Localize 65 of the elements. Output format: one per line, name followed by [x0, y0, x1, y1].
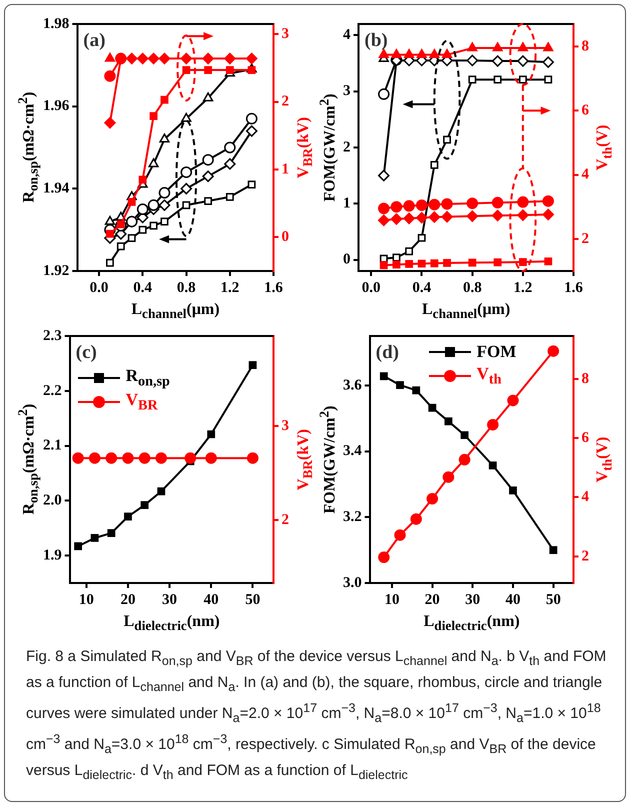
x-tick-label: 50	[245, 592, 260, 608]
y-tick-label: 0	[343, 252, 350, 268]
y-tick-label: 1.94	[43, 180, 70, 197]
y-tick-label: 3.2	[343, 509, 362, 526]
x-tick-label: 0.4	[133, 280, 153, 296]
y-tick-label: 1	[343, 196, 350, 212]
x-tick-label: 50	[546, 592, 561, 608]
x-tick-label: 10	[384, 592, 400, 608]
y-tick-label: 3	[343, 83, 350, 100]
y-tick-label: 3.4	[343, 443, 362, 460]
y-tick-label: 3.6	[343, 377, 362, 394]
y2-tick-label: 2	[582, 548, 589, 564]
annotation: (b)	[364, 30, 388, 51]
y-tick-label: 2.1	[43, 438, 62, 454]
x-tick-label: 40	[505, 592, 520, 608]
y2-tick-label: 0	[282, 229, 289, 246]
annotation: (a)	[83, 30, 106, 51]
y-tick-label: 1.96	[43, 98, 70, 114]
x-tick-label: 1.6	[264, 280, 284, 296]
annotation: (d)	[376, 342, 399, 363]
x-tick-label: 1.2	[514, 280, 532, 296]
x-tick-label: 1.6	[564, 280, 584, 296]
y2-tick-label: 2	[282, 512, 289, 528]
y-tick-label: 1.98	[43, 16, 70, 32]
x-tick-label: 30	[465, 592, 480, 608]
x-tick-label: 10	[78, 592, 94, 608]
x-tick-label: 1.2	[220, 280, 240, 296]
y2-tick-label: 6	[582, 430, 590, 446]
y2-tick-label: 8	[582, 370, 589, 387]
x-tick-label: 30	[162, 592, 178, 608]
x-axis-title: L$_{channel}$(μm)	[422, 300, 510, 322]
legend-label: V$_{BR}$	[126, 390, 158, 414]
y2-tick-label: 2	[582, 230, 589, 247]
y2-tick-label: 1	[282, 161, 289, 178]
annotation: (c)	[76, 342, 97, 363]
x-axis-title: L$_{dielectric}$(nm)	[124, 612, 220, 634]
y-tick-label: 2.3	[43, 328, 62, 344]
x-tick-label: 0.8	[462, 280, 482, 296]
y-tick-label: 2.2	[43, 382, 62, 399]
y-tick-label: 3.0	[343, 574, 362, 591]
legend-label: V$_{th}$	[476, 364, 502, 388]
y-tick-label: 1.92	[43, 262, 70, 279]
x-axis-title: L$_{dielectric}$(nm)	[424, 612, 520, 634]
legend-label: R$_{on,sp}$	[126, 366, 170, 390]
y2-tick-label: 3	[282, 26, 289, 42]
x-tick-label: 0.8	[176, 280, 196, 296]
y-tick-label: 1.9	[43, 547, 62, 564]
x-tick-label: 40	[204, 592, 219, 608]
x-tick-label: 20	[120, 592, 136, 608]
y-tick-label: 2	[343, 139, 350, 156]
x-axis-title: L$_{channel}$(μm)	[131, 300, 220, 322]
y2-tick-label: 2	[282, 94, 289, 110]
y-tick-label: 4	[343, 27, 351, 44]
y2-tick-label: 8	[582, 38, 589, 54]
x-tick-label: 0.4	[412, 280, 432, 296]
y2-tick-label: 6	[582, 102, 590, 118]
x-tick-label: 0.0	[362, 280, 381, 296]
x-tick-label: 0.0	[90, 280, 108, 296]
y-tick-label: 2.0	[43, 492, 62, 509]
y2-tick-label: 3	[282, 418, 289, 434]
y2-tick-label: 4	[582, 489, 590, 506]
text: Fig. 8 a Simulated R$_{on,sp}$ and V$_{BR}$ of the device versus L$_{channel}$ and N$_{a}$. b V$_{th}$ and FOM as a function of L$_{channel}$ and N$_{a}$. In (a) and (b), the square, rhombus, circle and triangle curves were simulated under N$_{a}$=2.0 × 10$^{17}$ cm$^{−3}$, N$_{a}$=8.0 × 10$^{17}$ cm$^{−3}$, N$_{a}$=1.0 × 10$^{18}$ cm$^{−3}$ and N$_{a}$=3.0 × 10$^{18}$ cm$^{−3}$, respectively. c Simulated R$_{on,sp}$ and V$_{BR}$ of the device versus L$_{dielectric}$. d V$_{th}$ and FOM as a function of L$_{dielectric}$	[26, 648, 606, 782]
legend-label: FOM	[476, 342, 516, 362]
x-tick-label: 20	[424, 592, 440, 608]
y2-tick-label: 4	[582, 166, 590, 183]
